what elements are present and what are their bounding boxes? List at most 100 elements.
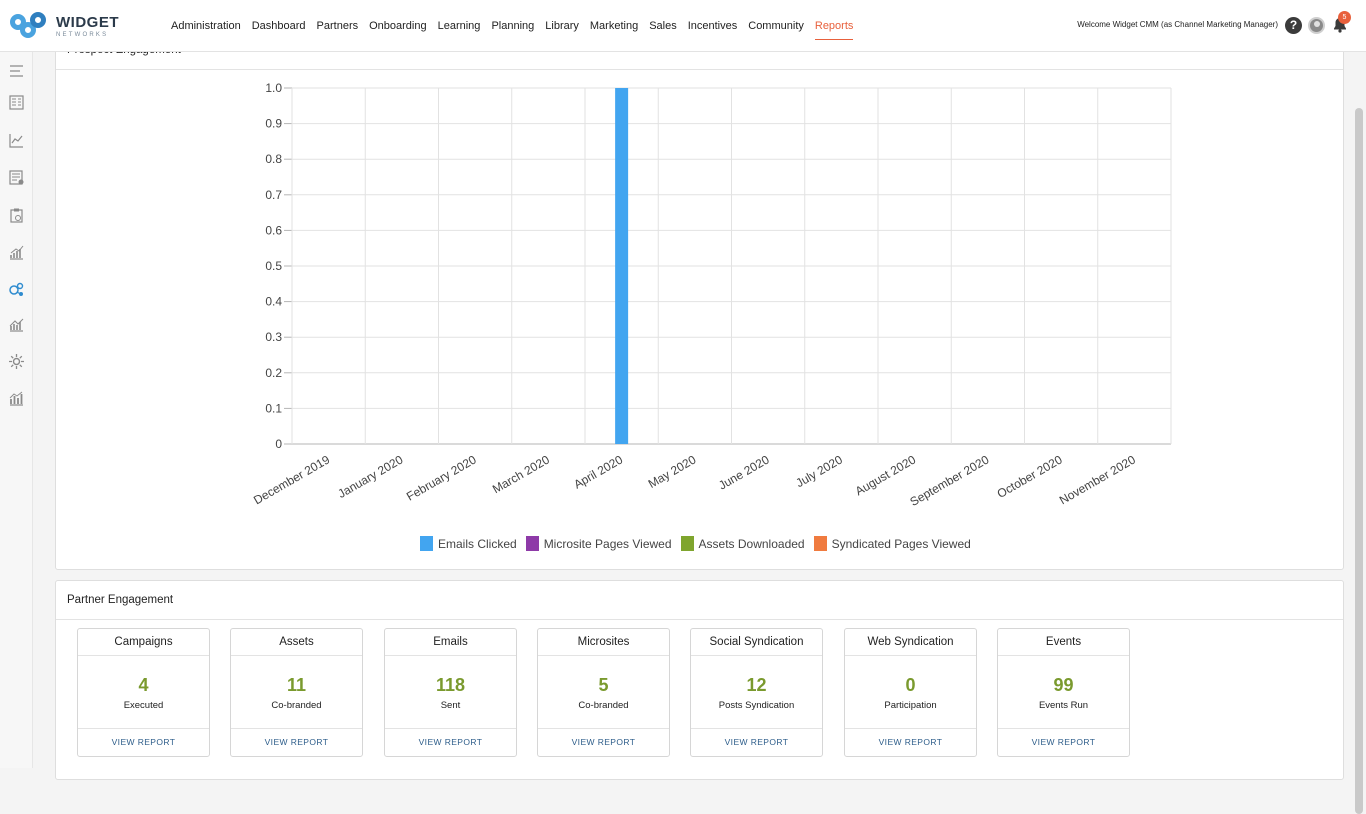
legend-item[interactable]: Syndicated Pages Viewed (813, 536, 971, 551)
growth-chart-icon[interactable] (8, 244, 25, 261)
tile-value: 118 (435, 675, 466, 695)
x-tick-label: March 2020 (490, 452, 552, 496)
nav-item-sales[interactable]: Sales (649, 20, 677, 32)
nav-item-dashboard[interactable]: Dashboard (251, 20, 306, 32)
y-tick-label: 0.9 (265, 117, 282, 131)
brand-name: WIDGET (56, 13, 119, 31)
view-report-link[interactable]: VIEW REPORT (385, 728, 516, 756)
legend-item[interactable]: Emails Clicked (420, 536, 517, 551)
tile-title: Campaigns (78, 629, 209, 656)
y-tick-label: 0 (275, 437, 282, 451)
welcome-message: Welcome Widget CMM (as Channel Marketing… (1077, 20, 1278, 29)
nav-item-partners[interactable]: Partners (316, 20, 359, 32)
legend-swatch (680, 536, 694, 551)
y-tick-label: 1.0 (265, 81, 282, 95)
report-grid-icon[interactable] (8, 94, 25, 111)
x-tick-label: April 2020 (571, 452, 625, 491)
chart-legend: Emails Clicked Microsite Pages Viewed Asse… (420, 536, 980, 551)
view-report-link[interactable]: VIEW REPORT (998, 728, 1129, 756)
tile-web-syndication: Web Syndication 0 Participation VIEW REPORT (844, 628, 977, 757)
prospect-engagement-card: Prospect Engagement 00.10.20.30.40.50.60… (55, 30, 1344, 570)
help-icon[interactable]: ? (1285, 17, 1302, 34)
tile-value: 11 (286, 675, 307, 695)
view-report-link[interactable]: VIEW REPORT (538, 728, 669, 756)
y-tick-label: 0.5 (265, 259, 282, 273)
y-tick-label: 0.6 (265, 223, 282, 237)
tile-social-syndication: Social Syndication 12 Posts Syndication VIE… (690, 628, 823, 757)
legend-label: Syndicated Pages Viewed (831, 536, 971, 551)
tile-value: 99 (1053, 675, 1074, 695)
tile-subtitle: Executed (123, 700, 164, 711)
x-tick-label: October 2020 (995, 452, 1065, 501)
settings-gear-icon[interactable] (8, 353, 25, 370)
tile-title: Microsites (538, 629, 669, 656)
network-analytics-icon[interactable] (8, 281, 25, 298)
notification-badge: 5 (1338, 11, 1351, 24)
bar-analytics-icon[interactable] (8, 390, 25, 407)
nav-item-community[interactable]: Community (748, 20, 804, 32)
y-tick-label: 0.7 (265, 188, 282, 202)
tile-emails: Emails 118 Sent VIEW REPORT (384, 628, 517, 757)
bar-emails-clicked (615, 88, 629, 444)
nav-item-incentives[interactable]: Incentives (687, 20, 738, 32)
tile-campaigns: Campaigns 4 Executed VIEW REPORT (77, 628, 210, 757)
nav-item-administration[interactable]: Administration (171, 20, 241, 32)
partner-engagement-title: Partner Engagement (56, 581, 1343, 620)
tile-title: Emails (385, 629, 516, 656)
legend-swatch (420, 536, 433, 551)
legend-swatch (813, 536, 827, 551)
tile-subtitle: Posts Syndication (718, 700, 795, 711)
legend-swatch (525, 536, 539, 551)
legend-label: Assets Downloaded (698, 536, 805, 551)
tile-subtitle: Co-branded (271, 700, 322, 711)
nav-item-reports[interactable]: Reports (814, 0, 853, 52)
report-list-icon[interactable] (8, 169, 25, 186)
brand-logo[interactable]: WIDGET NETWORKS (10, 12, 119, 40)
prospect-engagement-chart: 0 0.1 0.2 0.3 0.4 0.5 0.6 0.7 0.8 0.9 1.0 December … (251, 81, 1172, 509)
x-tick-label: May 2020 (646, 452, 699, 491)
tile-microsites: Microsites 5 Co-branded VIEW REPORT (537, 628, 670, 757)
trend-chart-icon[interactable] (8, 316, 25, 333)
x-tick-label: December 2019 (251, 452, 332, 507)
x-tick-label: June 2020 (716, 452, 772, 492)
nav-item-library[interactable]: Library (545, 20, 579, 32)
x-tick-label: November 2020 (1057, 452, 1138, 507)
view-report-link[interactable]: VIEW REPORT (78, 728, 209, 756)
avatar[interactable] (1308, 17, 1325, 34)
logo-mark-icon (10, 12, 50, 40)
y-tick-label: 0.3 (265, 330, 282, 344)
legend-item[interactable]: Microsite Pages Viewed (525, 536, 672, 551)
tile-subtitle: Participation (884, 700, 937, 711)
main-nav: Administration Dashboard Partners Onboardin… (171, 0, 864, 52)
tile-subtitle: Sent (440, 700, 461, 711)
scrollbar-thumb[interactable] (1355, 108, 1363, 814)
y-tick-label: 0.8 (265, 152, 282, 166)
view-report-link[interactable]: VIEW REPORT (845, 728, 976, 756)
nav-item-marketing[interactable]: Marketing (589, 20, 639, 32)
tile-assets: Assets 11 Co-branded VIEW REPORT (230, 628, 363, 757)
nav-item-learning[interactable]: Learning (437, 20, 481, 32)
clipboard-icon[interactable] (8, 207, 25, 224)
nav-item-planning[interactable]: Planning (491, 20, 535, 32)
y-tick-label: 0.1 (265, 401, 282, 415)
nav-item-onboarding[interactable]: Onboarding (369, 20, 427, 32)
tile-value: 0 (905, 675, 916, 695)
tile-title: Social Syndication (691, 629, 822, 656)
tile-subtitle: Co-branded (578, 700, 629, 711)
view-report-link[interactable]: VIEW REPORT (691, 728, 822, 756)
y-tick-label: 0.2 (265, 366, 282, 380)
legend-label: Emails Clicked (438, 536, 517, 551)
tile-value: 5 (598, 675, 609, 695)
partner-engagement-card: Partner Engagement Campaigns 4 Executed VIE… (55, 580, 1344, 780)
view-report-link[interactable]: VIEW REPORT (231, 728, 362, 756)
x-tick-label: February 2020 (404, 452, 479, 503)
legend-item[interactable]: Assets Downloaded (680, 536, 805, 551)
x-tick-label: January 2020 (335, 452, 405, 501)
menu-icon[interactable] (8, 63, 25, 80)
left-sidebar (0, 52, 33, 768)
tile-title: Web Syndication (845, 629, 976, 656)
tile-title: Events (998, 629, 1129, 656)
line-chart-icon[interactable] (8, 132, 25, 149)
scrollbar-track[interactable] (1352, 52, 1366, 814)
tile-events: Events 99 Events Run VIEW REPORT (997, 628, 1130, 757)
